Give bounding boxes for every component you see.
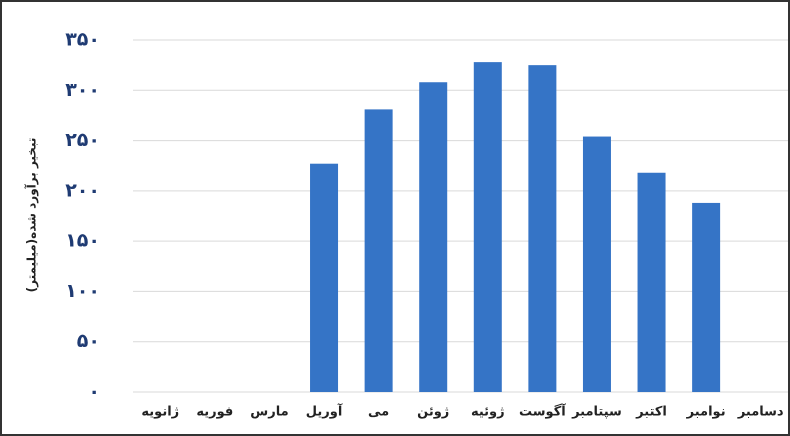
bar [419, 82, 448, 393]
bar [692, 202, 721, 392]
y-tick-label: ۳۵۰ [65, 29, 100, 51]
y-tick-label: ۳۰۰ [65, 79, 100, 101]
x-tick-label: آوریل [306, 403, 343, 420]
y-tick-label: ۲۵۰ [65, 129, 100, 151]
x-tick-label: ژوئیه [471, 405, 505, 420]
x-tick-label: نوامبر [686, 405, 726, 420]
bar [528, 65, 557, 393]
x-tick-label: می [368, 405, 389, 420]
y-tick-label: ۲۰۰ [65, 179, 100, 201]
bar [364, 109, 393, 392]
y-axis-label: تبخیر برآورد شده(میلیمتر) [24, 138, 40, 293]
y-tick-label: ۱۵۰ [65, 230, 100, 252]
x-tick-label: مارس [250, 405, 288, 420]
x-tick-label: دسامبر [737, 405, 784, 420]
x-tick-label: فوریه [196, 405, 233, 420]
x-tick-label: ژانویه [141, 405, 179, 420]
bar [582, 136, 611, 392]
bar [637, 172, 666, 392]
bar [473, 62, 502, 393]
y-tick-label: ۰ [88, 381, 100, 403]
x-tick-label: سپتامبر [571, 405, 622, 420]
y-tick-label: ۱۰۰ [65, 280, 100, 302]
y-tick-label: ۵۰ [77, 330, 100, 352]
x-tick-label: ژوئن [417, 405, 449, 420]
x-tick-label: اکتبر [635, 405, 667, 420]
x-tick-label: آگوست [519, 403, 566, 420]
bar [310, 163, 339, 392]
